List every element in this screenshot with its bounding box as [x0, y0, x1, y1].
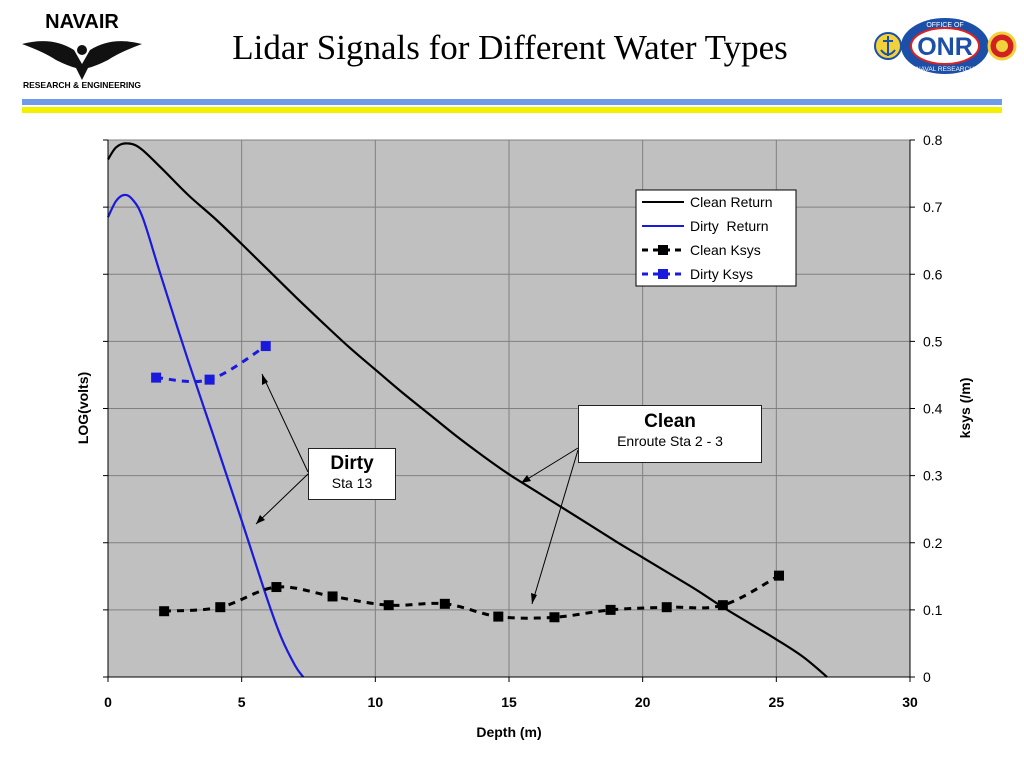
- x-tick-label: 25: [769, 694, 785, 710]
- x-tick-label: 15: [501, 694, 517, 710]
- arrow-dirty-to-ksys-head: [262, 374, 268, 385]
- data-point-clean-ksys: [774, 570, 785, 581]
- onr-logo-ring-bottom: NAVAL RESEARCH: [916, 66, 974, 73]
- legend: Clean Return Dirty Return Clean Ksys Dirty …: [635, 189, 797, 287]
- data-point-clean-ksys: [605, 604, 616, 615]
- axes-layer: 0 5 10 15 20 25 30 0 0.1 0.2 0.3 0.4 0.5 0.6 0.7 0.8: [103, 132, 943, 710]
- grid-lines: [108, 140, 910, 677]
- page-title: Lidar Signals for Different Water Types: [232, 28, 788, 67]
- legend-marker-dirty-ksys: [658, 269, 668, 279]
- data-point-clean-ksys: [549, 612, 560, 623]
- legend-label-dirty-ksys: Dirty Ksys: [690, 266, 753, 282]
- y-right-tick-label: 0.7: [923, 199, 943, 215]
- data-point-clean-ksys: [215, 602, 226, 613]
- navair-logo-subtext: RESEARCH & ENGINEERING: [23, 80, 141, 90]
- data-point-clean-ksys: [271, 582, 282, 593]
- onr-logo-text: ONR: [917, 33, 973, 61]
- arrow-dirty-to-ksys: [261, 373, 309, 473]
- data-point-clean-ksys: [661, 602, 672, 613]
- data-point-dirty-ksys: [204, 374, 215, 385]
- data-point-clean-ksys: [383, 600, 394, 611]
- header-band-yellow: [22, 107, 1002, 113]
- x-tick-label: 0: [104, 694, 112, 710]
- y-right-tick-label: 0: [923, 669, 931, 685]
- legend-label-dirty-return: Dirty Return: [690, 218, 769, 234]
- x-tick-label: 30: [902, 694, 918, 710]
- y-axis-left-label: LOG(volts): [75, 372, 91, 444]
- callout-dirty-title: Dirty: [330, 453, 374, 474]
- x-tick-label: 5: [238, 694, 246, 710]
- callout-dirty-subtitle: Sta 13: [331, 475, 373, 491]
- lidar-chart: 0 5 10 15 20 25 30 0 0.1 0.2 0.3 0.4 0.5 0.6 0.7 0.8 De…: [75, 132, 973, 740]
- navair-logo: NAVAIR RESEARCH & ENGINEERING: [22, 11, 142, 90]
- series-line-dirty-return: [107, 193, 305, 678]
- y-right-tick-label: 0.8: [923, 132, 943, 148]
- data-point-clean-ksys: [493, 611, 504, 622]
- data-point-clean-ksys: [159, 606, 170, 617]
- arrow-dirty-to-return-head: [256, 515, 265, 524]
- callout-clean-subtitle: Enroute Sta 2 - 3: [617, 433, 723, 449]
- x-tick-label: 10: [368, 694, 384, 710]
- arrow-clean-to-return: [520, 447, 579, 484]
- arrow-dirty-to-return: [255, 473, 309, 525]
- y-right-tick-label: 0.1: [923, 602, 943, 618]
- data-point-clean-ksys: [327, 591, 338, 602]
- onr-logo: OFFICE OF ONR NAVAL RESEARCH: [874, 18, 1017, 74]
- annotation-arrows: [255, 373, 579, 605]
- series-line-clean-return: [107, 142, 828, 678]
- header-band-blue: [22, 99, 1002, 105]
- data-point-dirty-ksys: [260, 341, 271, 352]
- y-right-tick-label: 0.2: [923, 535, 943, 551]
- legend-label-clean-return: Clean Return: [690, 194, 773, 210]
- arrow-clean-to-ksys-head: [531, 593, 537, 604]
- y-axis-right-label: ksys (/m): [957, 378, 973, 439]
- callout-clean: Clean Enroute Sta 2 - 3: [578, 405, 762, 463]
- series-layer: [107, 142, 828, 678]
- y-right-tick-label: 0.6: [923, 266, 943, 282]
- y-right-tick-label: 0.5: [923, 333, 943, 349]
- data-point-clean-ksys: [439, 598, 450, 609]
- onr-logo-ring-top: OFFICE OF: [926, 22, 963, 29]
- legend-label-clean-ksys: Clean Ksys: [690, 242, 761, 258]
- callout-clean-title: Clean: [644, 411, 696, 432]
- x-tick-label: 20: [635, 694, 651, 710]
- legend-marker-clean-ksys: [658, 245, 668, 255]
- arrow-clean-to-ksys: [531, 449, 579, 605]
- navair-logo-text: NAVAIR: [45, 11, 119, 33]
- wings-emblem-icon: [22, 41, 142, 80]
- data-point-dirty-ksys: [151, 372, 162, 383]
- x-axis-label: Depth (m): [476, 724, 541, 740]
- data-point-clean-ksys: [717, 600, 728, 611]
- series-line-clean-ksys: [163, 574, 780, 620]
- arrow-clean-to-return-head: [521, 475, 531, 483]
- y-right-tick-label: 0.3: [923, 468, 943, 484]
- callout-dirty: Dirty Sta 13: [308, 448, 396, 500]
- y-right-tick-label: 0.4: [923, 401, 943, 417]
